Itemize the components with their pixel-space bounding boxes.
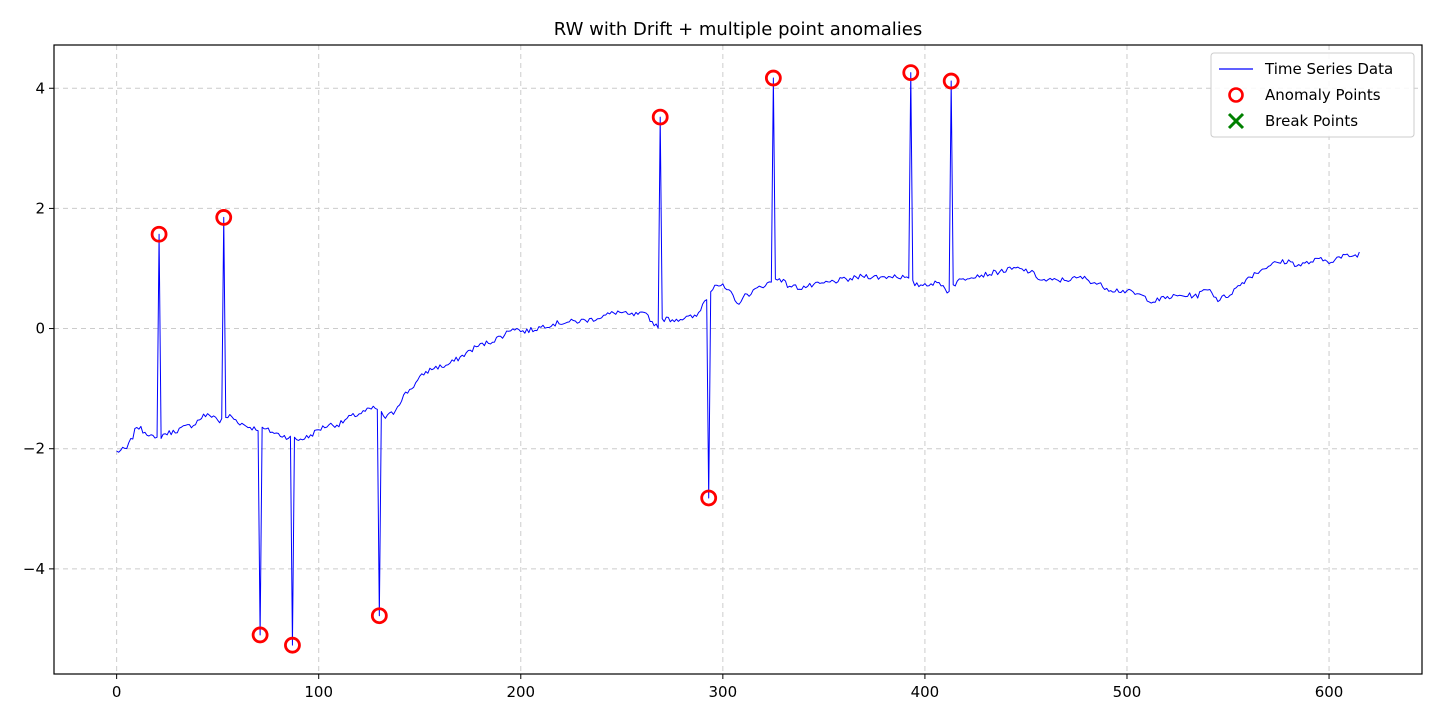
y-tick-label: 2 [35, 199, 45, 217]
anomaly-point [902, 64, 920, 82]
x-tick-label: 0 [112, 683, 122, 701]
y-tick-label: −2 [23, 440, 45, 458]
series-layer [116, 72, 1360, 646]
series-line-time-series-data [116, 72, 1360, 646]
y-tick-label: 4 [35, 79, 45, 97]
anomaly-point [651, 108, 669, 126]
x-tick-label: 100 [304, 683, 333, 701]
anomaly-layer [150, 64, 960, 654]
tick-layer: 0 100 200 300 400 500 600 −4 −2 0 2 4 [23, 79, 1343, 701]
y-tick-label: −4 [23, 560, 45, 578]
x-tick-label: 400 [911, 683, 940, 701]
legend-box [1210, 52, 1415, 138]
anomaly-point [251, 626, 269, 644]
x-tick-label: 200 [506, 683, 535, 701]
anomaly-point [942, 72, 960, 90]
chart-title: RW with Drift + multiple point anomalies [554, 19, 922, 40]
y-tick-label: 0 [35, 320, 45, 338]
anomaly-point [215, 209, 233, 226]
legend: Time Series Data Anomaly Points Break Po… [1210, 52, 1415, 138]
x-tick-label: 300 [709, 683, 738, 701]
anomaly-point [150, 225, 168, 243]
anomaly-point [700, 489, 718, 507]
anomaly-point [764, 69, 782, 87]
axes-frame [53, 44, 1423, 675]
x-tick-label: 600 [1315, 683, 1344, 701]
legend-label-series: Time Series Data [1264, 60, 1393, 78]
anomaly-point [284, 636, 301, 654]
anomaly-point [370, 607, 388, 625]
legend-label-break: Break Points [1265, 112, 1358, 130]
legend-break-marker [1227, 112, 1245, 130]
legend-label-anomaly: Anomaly Points [1265, 86, 1381, 104]
grid [54, 45, 1422, 674]
x-tick-label: 500 [1113, 683, 1142, 701]
legend-anomaly-marker [1228, 87, 1244, 103]
